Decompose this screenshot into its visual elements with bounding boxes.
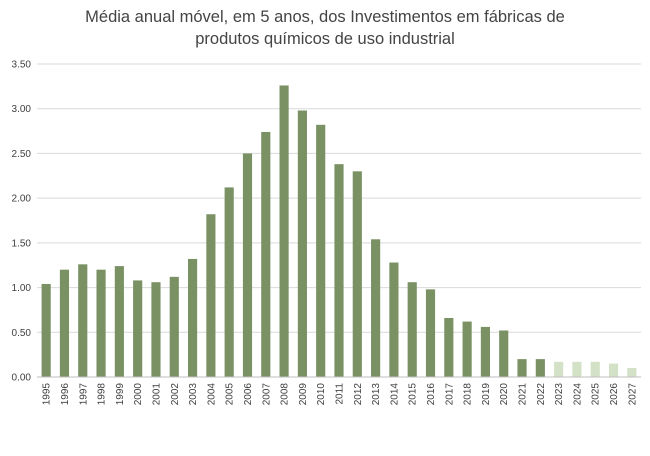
x-tick-label: 2014 (389, 383, 400, 406)
x-tick-label: 2008 (280, 383, 291, 406)
chart-title: Média anual móvel, em 5 anos, dos Invest… (0, 6, 650, 50)
x-tick-label: 2001 (151, 383, 162, 406)
x-tick-label: 2013 (371, 383, 382, 406)
x-tick-label: 2022 (536, 383, 547, 406)
bar-2010 (316, 124, 326, 377)
y-tick-label: 2.00 (12, 194, 32, 205)
bar-1999 (114, 266, 124, 377)
x-tick-label: 2000 (133, 383, 144, 406)
bar-2000 (133, 280, 143, 377)
x-tick-label: 2021 (518, 383, 529, 406)
bar-2007 (261, 131, 271, 377)
x-tick-label: 2018 (463, 383, 474, 406)
bar-2023 (554, 361, 564, 377)
bar-2013 (371, 239, 381, 377)
y-tick-label: 0.50 (12, 328, 32, 339)
x-tick-label: 2019 (481, 383, 492, 406)
bar-2026 (608, 363, 619, 377)
x-tick-label: 2027 (627, 383, 638, 406)
x-tick-label: 2011 (335, 383, 346, 405)
bar-2025 (590, 361, 600, 377)
y-tick-label: 1.50 (12, 238, 32, 249)
bar-2002 (169, 276, 179, 377)
bar-2015 (407, 282, 417, 377)
y-tick-label: 3.50 (12, 60, 32, 71)
bar-2016 (425, 289, 436, 377)
x-tick-label: 1997 (78, 383, 89, 406)
x-tick-label: 2012 (353, 383, 364, 406)
y-tick-label: 1.00 (12, 283, 32, 294)
bar-2014 (389, 262, 399, 377)
x-tick-label: 2009 (298, 383, 309, 406)
bar-2027 (627, 368, 637, 377)
bar-1995 (41, 283, 51, 377)
bar-2020 (499, 330, 509, 377)
x-tick-label: 1998 (97, 383, 108, 406)
bar-2012 (352, 171, 362, 377)
bar-2017 (444, 317, 454, 377)
x-tick-label: 2025 (591, 383, 602, 406)
x-tick-label: 1995 (42, 383, 53, 406)
bar-1996 (59, 269, 70, 377)
y-tick-label: 0.00 (12, 373, 32, 384)
x-tick-label: 2005 (225, 383, 236, 406)
bar-2021 (517, 359, 527, 377)
bars (41, 85, 637, 377)
bar-2018 (462, 321, 472, 377)
bar-2003 (188, 258, 198, 377)
bar-2019 (480, 326, 490, 377)
y-tick-label: 2.50 (12, 149, 32, 160)
x-tick-label: 2017 (444, 383, 455, 406)
x-tick-labels: 1995 1996 1997 1998 1999 2000 2001 2002 2003 2004… (42, 383, 639, 406)
x-tick-label: 2010 (316, 383, 327, 406)
x-tick-label: 2003 (188, 383, 199, 406)
chart-title-line-1: Média anual móvel, em 5 anos, dos Invest… (85, 8, 565, 26)
x-tick-label: 2015 (408, 383, 419, 406)
x-tick-label: 2024 (572, 383, 583, 406)
x-tick-label: 2023 (554, 383, 565, 406)
bar-2004 (206, 214, 216, 377)
x-tick-label: 1999 (115, 383, 126, 406)
bar-1998 (96, 269, 106, 377)
bar-2008 (279, 85, 289, 377)
x-tick-label: 2020 (499, 383, 510, 406)
bar-2022 (535, 359, 545, 377)
bar-2009 (297, 110, 307, 377)
x-tick-label: 2006 (243, 383, 254, 406)
bar-1997 (78, 264, 88, 377)
y-tick-label: 3.00 (12, 104, 32, 115)
bar-2005 (224, 187, 234, 377)
x-tick-label: 2002 (170, 383, 181, 406)
bar-2001 (151, 282, 161, 377)
bar-2011 (334, 164, 344, 377)
bar-2006 (242, 153, 253, 377)
chart-title-line-2: produtos químicos de uso industrial (195, 30, 455, 48)
y-tick-labels: 0.00 0.50 1.00 1.50 2.00 2.50 3.00 3.50 (12, 60, 32, 384)
x-tick-label: 1996 (60, 383, 71, 406)
bar-2024 (572, 361, 582, 377)
x-tick-label: 2007 (261, 383, 272, 406)
x-tick-label: 2026 (609, 383, 620, 406)
x-tick-label: 2016 (426, 383, 437, 406)
x-tick-label: 2004 (206, 383, 217, 406)
